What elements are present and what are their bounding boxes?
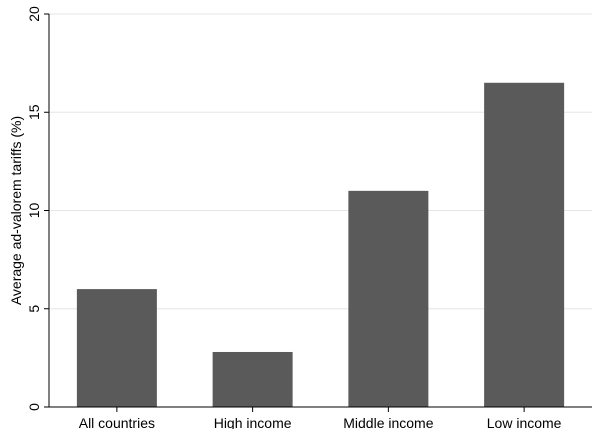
x-ticks: All countries High income Middle income Low… [79, 407, 562, 429]
bar [348, 190, 429, 407]
x-tick-label: Low income [487, 415, 562, 429]
x-tick-label: Middle income [343, 415, 433, 429]
bar [76, 289, 157, 407]
y-axis-title: Average ad-valorem tariffs (%) [8, 116, 24, 305]
bars [76, 82, 565, 408]
y-tick-label: 5 [26, 305, 42, 313]
y-ticks: 0 5 10 15 20 [26, 6, 49, 411]
y-tick-label: 15 [26, 104, 42, 120]
bar [484, 82, 565, 408]
bar [212, 351, 293, 407]
x-tick-label: High income [214, 415, 292, 429]
y-tick-label: 10 [26, 203, 42, 219]
y-tick-label: 0 [26, 403, 42, 411]
x-tick-label: All countries [79, 415, 155, 429]
y-tick-label: 20 [26, 6, 42, 22]
